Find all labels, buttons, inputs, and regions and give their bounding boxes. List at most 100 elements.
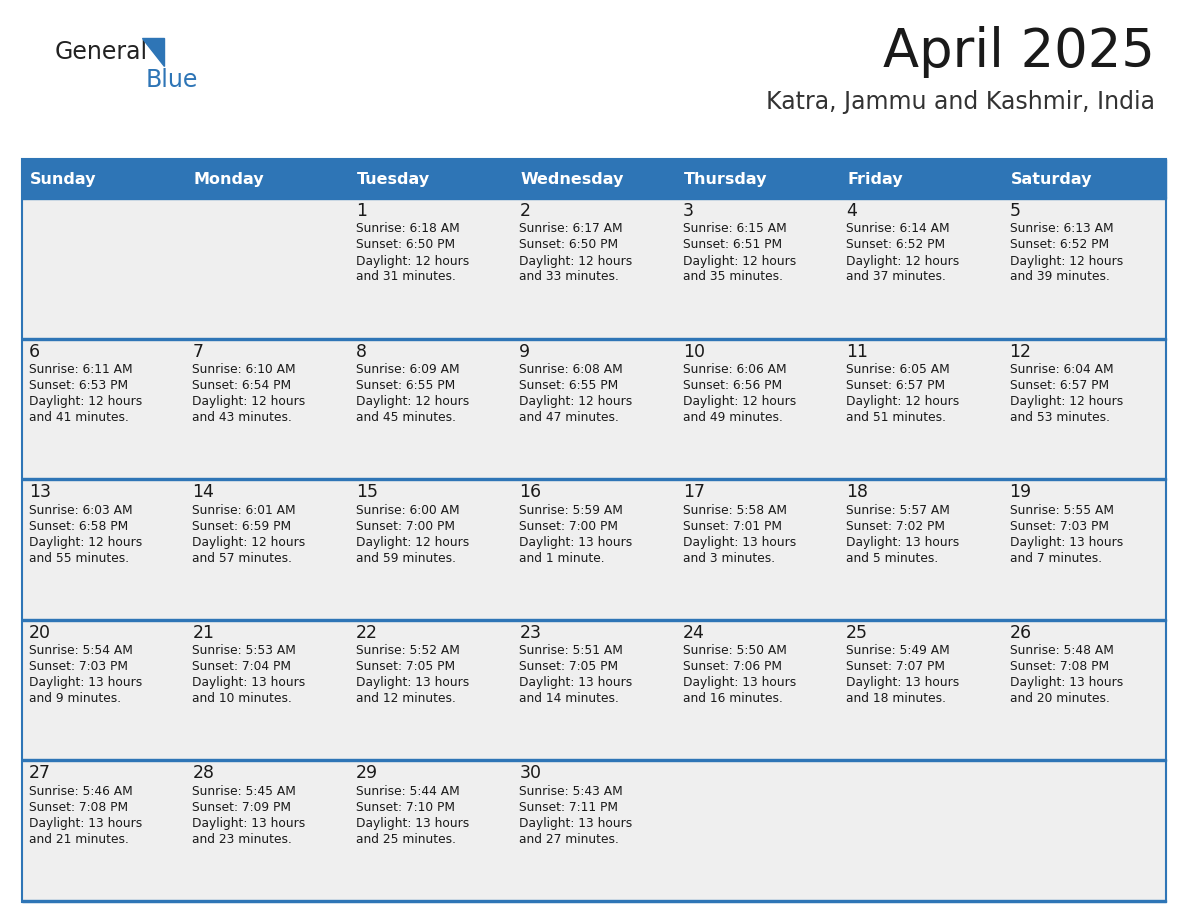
Text: Daylight: 13 hours: Daylight: 13 hours [683, 536, 796, 549]
Text: and 18 minutes.: and 18 minutes. [846, 692, 946, 705]
Text: Sunset: 7:07 PM: Sunset: 7:07 PM [846, 660, 946, 673]
Bar [676, 759, 839, 900]
Text: Blue: Blue [146, 68, 198, 92]
Bar [676, 338, 839, 478]
Text: Sunrise: 5:45 AM: Sunrise: 5:45 AM [192, 785, 296, 798]
Text: Daylight: 12 hours: Daylight: 12 hours [519, 395, 632, 409]
Text: Sunrise: 6:11 AM: Sunrise: 6:11 AM [29, 364, 133, 376]
Text: Daylight: 13 hours: Daylight: 13 hours [192, 817, 305, 830]
Bar [1003, 197, 1165, 338]
Text: Sunset: 7:00 PM: Sunset: 7:00 PM [519, 520, 618, 532]
Text: Sunrise: 5:48 AM: Sunrise: 5:48 AM [1010, 644, 1113, 657]
Text: Daylight: 13 hours: Daylight: 13 hours [29, 817, 143, 830]
Text: Tuesday: Tuesday [356, 172, 430, 187]
Text: Daylight: 13 hours: Daylight: 13 hours [519, 677, 632, 689]
Text: Sunset: 7:03 PM: Sunset: 7:03 PM [1010, 520, 1108, 532]
Text: and 49 minutes.: and 49 minutes. [683, 411, 783, 424]
Text: and 45 minutes.: and 45 minutes. [356, 411, 456, 424]
Text: Sunrise: 6:01 AM: Sunrise: 6:01 AM [192, 504, 296, 517]
Text: Saturday: Saturday [1011, 172, 1092, 187]
Text: Sunset: 6:53 PM: Sunset: 6:53 PM [29, 379, 128, 392]
Text: Sunset: 6:59 PM: Sunset: 6:59 PM [192, 520, 291, 532]
Bar [676, 197, 839, 338]
Text: Sunset: 6:51 PM: Sunset: 6:51 PM [683, 239, 782, 252]
Text: Daylight: 12 hours: Daylight: 12 hours [846, 395, 960, 409]
Text: 11: 11 [846, 342, 868, 361]
Bar [349, 338, 512, 478]
Text: and 39 minutes.: and 39 minutes. [1010, 271, 1110, 284]
Text: 13: 13 [29, 483, 51, 501]
Text: Daylight: 12 hours: Daylight: 12 hours [1010, 254, 1123, 267]
Bar [1003, 759, 1165, 900]
Text: Sunrise: 5:44 AM: Sunrise: 5:44 AM [356, 785, 460, 798]
Text: 24: 24 [683, 624, 704, 642]
Text: Sunrise: 6:08 AM: Sunrise: 6:08 AM [519, 364, 623, 376]
Bar [512, 478, 676, 619]
Text: Daylight: 13 hours: Daylight: 13 hours [1010, 536, 1123, 549]
Bar [349, 619, 512, 759]
Text: and 5 minutes.: and 5 minutes. [846, 552, 939, 565]
Text: Sunrise: 6:03 AM: Sunrise: 6:03 AM [29, 504, 133, 517]
Bar [23, 759, 1165, 761]
Text: 23: 23 [519, 624, 542, 642]
Text: 30: 30 [519, 765, 542, 782]
Text: Sunrise: 5:43 AM: Sunrise: 5:43 AM [519, 785, 623, 798]
Text: Sunset: 7:00 PM: Sunset: 7:00 PM [356, 520, 455, 532]
Text: 4: 4 [846, 202, 857, 220]
Text: Sunset: 6:52 PM: Sunset: 6:52 PM [1010, 239, 1108, 252]
Text: and 23 minutes.: and 23 minutes. [192, 833, 292, 845]
Bar [23, 159, 1165, 162]
Text: Daylight: 12 hours: Daylight: 12 hours [846, 254, 960, 267]
Text: 3: 3 [683, 202, 694, 220]
Text: and 16 minutes.: and 16 minutes. [683, 692, 783, 705]
Bar [676, 162, 839, 197]
Bar [23, 338, 185, 478]
Bar [1003, 619, 1165, 759]
Text: Daylight: 13 hours: Daylight: 13 hours [519, 817, 632, 830]
Text: Daylight: 13 hours: Daylight: 13 hours [356, 677, 469, 689]
Bar [23, 478, 1165, 480]
Text: 25: 25 [846, 624, 868, 642]
Text: Sunset: 7:01 PM: Sunset: 7:01 PM [683, 520, 782, 532]
Bar [676, 619, 839, 759]
Text: Sunrise: 5:50 AM: Sunrise: 5:50 AM [683, 644, 786, 657]
Text: Daylight: 12 hours: Daylight: 12 hours [356, 536, 469, 549]
Text: Daylight: 13 hours: Daylight: 13 hours [192, 677, 305, 689]
Text: and 43 minutes.: and 43 minutes. [192, 411, 292, 424]
Bar [23, 162, 185, 197]
Text: 27: 27 [29, 765, 51, 782]
Text: and 33 minutes.: and 33 minutes. [519, 271, 619, 284]
Text: and 21 minutes.: and 21 minutes. [29, 833, 128, 845]
Text: Daylight: 12 hours: Daylight: 12 hours [192, 395, 305, 409]
Text: 1: 1 [356, 202, 367, 220]
Text: and 27 minutes.: and 27 minutes. [519, 833, 619, 845]
Text: Daylight: 13 hours: Daylight: 13 hours [846, 677, 960, 689]
Bar [349, 197, 512, 338]
Text: 5: 5 [1010, 202, 1020, 220]
Text: Sunrise: 5:52 AM: Sunrise: 5:52 AM [356, 644, 460, 657]
Text: 7: 7 [192, 342, 203, 361]
Text: and 10 minutes.: and 10 minutes. [192, 692, 292, 705]
Polygon shape [143, 38, 164, 66]
Text: and 53 minutes.: and 53 minutes. [1010, 411, 1110, 424]
Text: Sunset: 6:55 PM: Sunset: 6:55 PM [519, 379, 619, 392]
Text: Daylight: 12 hours: Daylight: 12 hours [519, 254, 632, 267]
Text: 8: 8 [356, 342, 367, 361]
Text: 20: 20 [29, 624, 51, 642]
Text: and 47 minutes.: and 47 minutes. [519, 411, 619, 424]
Text: Sunset: 6:55 PM: Sunset: 6:55 PM [356, 379, 455, 392]
Text: April 2025: April 2025 [883, 26, 1155, 78]
Text: Sunrise: 6:18 AM: Sunrise: 6:18 AM [356, 222, 460, 236]
Text: Sunset: 7:05 PM: Sunset: 7:05 PM [356, 660, 455, 673]
Text: Sunset: 7:02 PM: Sunset: 7:02 PM [846, 520, 946, 532]
Bar [676, 478, 839, 619]
Bar [23, 197, 185, 338]
Text: Sunset: 7:05 PM: Sunset: 7:05 PM [519, 660, 619, 673]
Text: Daylight: 13 hours: Daylight: 13 hours [356, 817, 469, 830]
Text: 16: 16 [519, 483, 542, 501]
Text: and 12 minutes.: and 12 minutes. [356, 692, 456, 705]
Text: Sunrise: 6:13 AM: Sunrise: 6:13 AM [1010, 222, 1113, 236]
Bar [839, 338, 1003, 478]
Text: Sunset: 6:50 PM: Sunset: 6:50 PM [519, 239, 619, 252]
Text: Sunset: 6:58 PM: Sunset: 6:58 PM [29, 520, 128, 532]
